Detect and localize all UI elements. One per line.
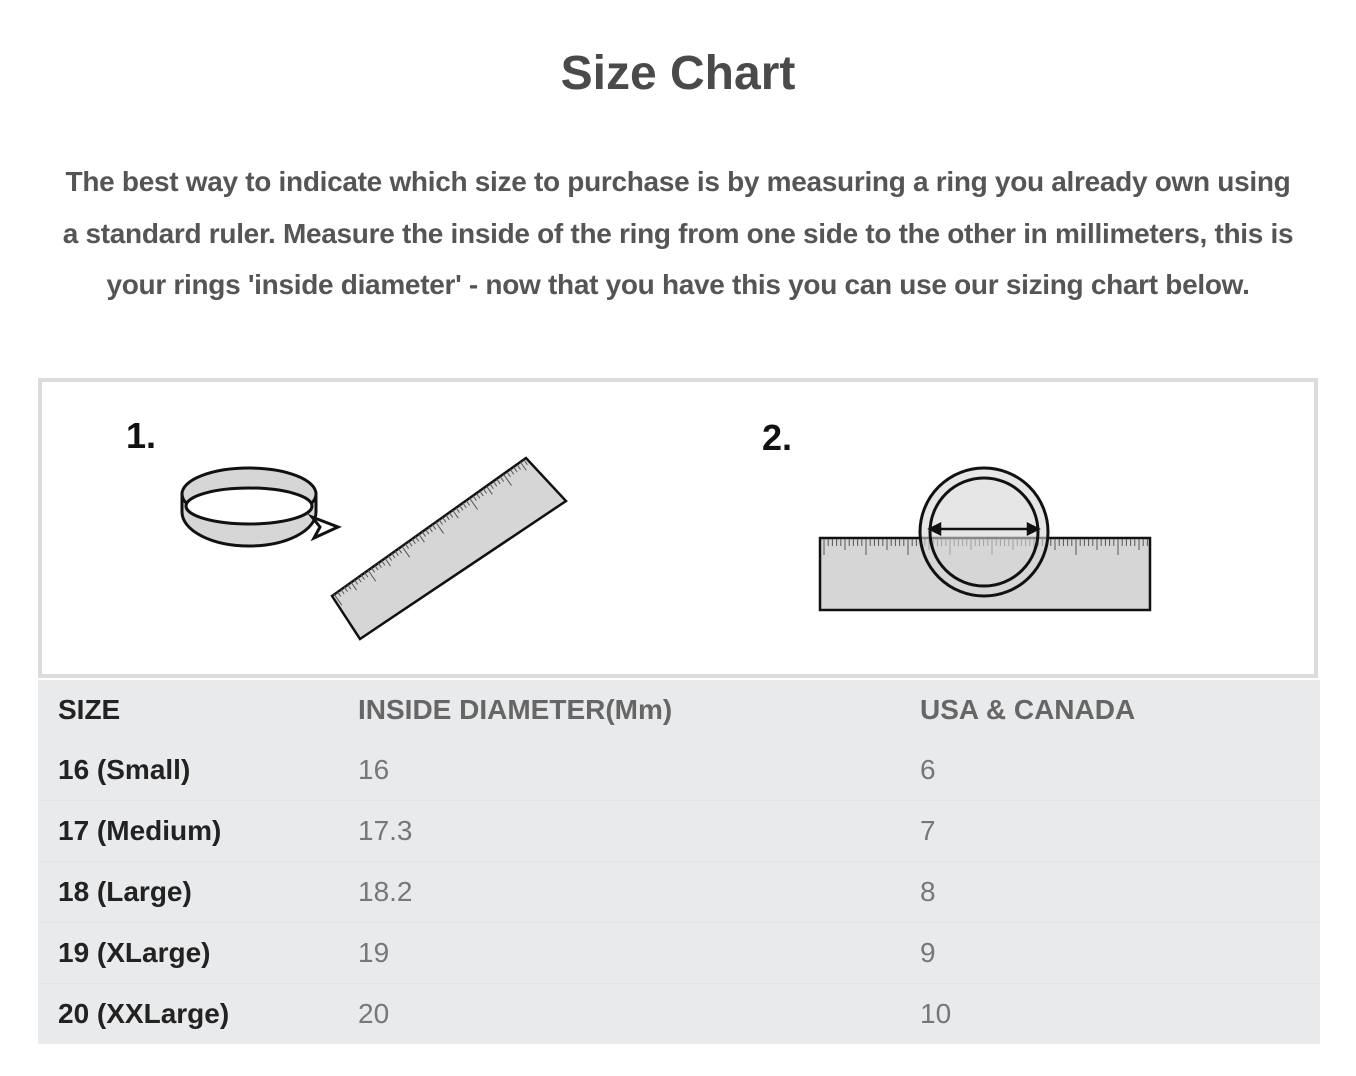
cell-usa-canada: 8 [920, 861, 1320, 923]
intro-text: The best way to indicate which size to p… [62, 166, 1294, 300]
step-2-label: 2. [762, 417, 792, 458]
cell-usa-canada: 9 [920, 922, 1320, 984]
page-title: Size Chart [560, 47, 796, 100]
diameter-arrow-icon [927, 521, 1041, 537]
ring-icon [180, 466, 318, 548]
ring-on-ruler-icon [918, 466, 1050, 598]
table-row: 16 (Small) 16 6 [38, 740, 1320, 801]
table-row: 19 (XLarge) 19 9 [38, 922, 1320, 984]
cell-usa-canada: 7 [920, 800, 1320, 862]
cell-usa-canada: 6 [920, 754, 936, 785]
cell-inside-diameter: 19 [358, 922, 920, 984]
table-row: 17 (Medium) 17.3 7 [38, 800, 1320, 862]
header-usa-canada: USA & CANADA [920, 694, 1136, 725]
table-row: 18 (Large) 18.2 8 [38, 861, 1320, 923]
cell-inside-diameter: 16 [358, 754, 390, 785]
cell-size: 16 (Small) [58, 754, 191, 785]
cell-size: 17 (Medium) [38, 800, 358, 862]
cell-inside-diameter: 18.2 [358, 861, 920, 923]
angled-ruler-icon [330, 456, 568, 641]
cell-inside-diameter: 20 [358, 983, 920, 1044]
cell-size: 18 (Large) [38, 861, 358, 923]
measuring-illustration: 1. 2. [38, 378, 1318, 678]
table-header-row: SIZE INSIDE DIAMETER(Mm) USA & CANADA [38, 680, 1320, 740]
cell-inside-diameter: 17.3 [358, 800, 920, 862]
header-size: SIZE [58, 694, 121, 725]
table-row: 20 (XXLarge) 20 10 [38, 983, 1320, 1044]
cell-size: 20 (XXLarge) [38, 983, 358, 1044]
header-inside-diameter: INSIDE DIAMETER(Mm) [358, 694, 673, 725]
arrow-icon [307, 513, 342, 542]
cell-size: 19 (XLarge) [38, 922, 358, 984]
step-1-label: 1. [126, 415, 156, 456]
cell-usa-canada: 10 [920, 983, 1320, 1044]
size-table: SIZE INSIDE DIAMETER(Mm) USA & CANADA 16… [38, 680, 1320, 1044]
